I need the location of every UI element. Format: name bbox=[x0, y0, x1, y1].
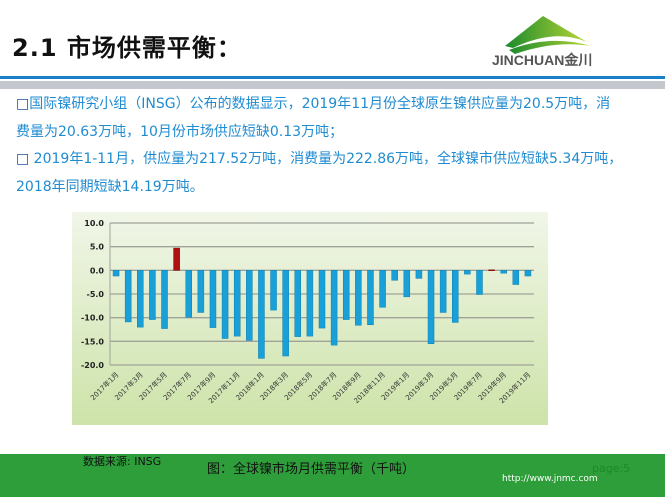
paragraph-1: □国际镍研究小组（INSG）公布的数据显示，2019年11月份全球原生镍供应量为… bbox=[16, 91, 656, 146]
bar-2017年10月 bbox=[221, 270, 229, 339]
bar-2019年11月 bbox=[524, 270, 532, 277]
bar-2019年6月 bbox=[464, 270, 471, 275]
jinchuan-logo-icon bbox=[505, 16, 591, 54]
y-tick-label: -15.0 bbox=[81, 337, 104, 346]
bar-2019年5月 bbox=[452, 270, 459, 323]
bar-2018年9月 bbox=[355, 270, 362, 326]
bar-2018年8月 bbox=[342, 270, 350, 320]
bullet-icon: □ bbox=[16, 96, 30, 112]
bar-2017年5月 bbox=[161, 270, 168, 329]
bar-2019年2月 bbox=[415, 270, 423, 279]
paragraph-line: 国际镍研究小组（INSG）公布的数据显示，2019年11月份全球原生镍供应量为2… bbox=[29, 96, 611, 112]
y-tick-label: 5.0 bbox=[90, 243, 105, 252]
bar-2018年10月 bbox=[367, 270, 374, 326]
website-url[interactable]: http://www.jnmc.com bbox=[502, 474, 598, 484]
paragraph-line: 2019年1-11月，供应量为217.52万吨，消费量为222.86万吨，全球镍… bbox=[29, 151, 623, 167]
logo-text: JINCHUAN金川 bbox=[492, 52, 593, 68]
bar-2017年3月 bbox=[137, 270, 144, 328]
bar-2017年11月 bbox=[233, 270, 241, 337]
page-title: 2.1 市场供需平衡： bbox=[12, 34, 242, 62]
bar-2018年4月 bbox=[294, 270, 302, 337]
bar-2017年9月 bbox=[209, 270, 217, 328]
supply-demand-bar-chart: 10.05.00.0-5.0-10.0-15.0-20.02017年1月2017… bbox=[72, 212, 548, 425]
paragraph-2: □ 2019年1-11月，供应量为217.52万吨，消费量为222.86万吨，全… bbox=[16, 146, 656, 201]
y-tick-label: -10.0 bbox=[81, 314, 104, 323]
bar-2017年4月 bbox=[149, 270, 156, 320]
bar-2019年4月 bbox=[439, 270, 447, 313]
paragraph-line: 费量为20.63万吨，10月份市场供应短缺0.13万吨； bbox=[16, 123, 344, 140]
bar-2018年7月 bbox=[330, 270, 338, 346]
bar-2018年11月 bbox=[379, 270, 386, 308]
bar-2018年1月 bbox=[258, 270, 265, 359]
bar-2017年2月 bbox=[124, 270, 132, 323]
header-rule bbox=[0, 76, 665, 79]
page-number: page:5 bbox=[592, 462, 631, 475]
y-tick-label: -20.0 bbox=[81, 361, 104, 370]
bar-2019年10月 bbox=[512, 270, 520, 285]
y-tick-label: -5.0 bbox=[87, 290, 105, 299]
bar-2018年12月 bbox=[391, 270, 398, 281]
bar-2019年7月 bbox=[476, 270, 483, 295]
bar-2017年6月 bbox=[173, 247, 180, 271]
bar-2019年1月 bbox=[403, 270, 411, 298]
bar-2017年1月 bbox=[112, 270, 120, 277]
bar-2019年9月 bbox=[500, 270, 507, 274]
bar-2018年6月 bbox=[318, 270, 326, 329]
bullet-icon: □ bbox=[16, 151, 30, 167]
y-tick-label: 0.0 bbox=[90, 266, 105, 275]
bar-2018年5月 bbox=[306, 270, 314, 337]
data-source: 数据来源: INSG bbox=[83, 455, 162, 468]
chart-caption: 图：全球镍市场月供需平衡（千吨） bbox=[207, 462, 416, 477]
y-tick-label: 10.0 bbox=[84, 219, 104, 228]
bar-2019年8月 bbox=[488, 269, 495, 271]
footer-band bbox=[0, 454, 665, 497]
header-band bbox=[0, 81, 665, 89]
bar-2019年3月 bbox=[427, 270, 435, 344]
bar-2018年3月 bbox=[282, 270, 289, 357]
bar-2017年8月 bbox=[197, 270, 205, 313]
bar-2018年2月 bbox=[270, 270, 277, 311]
bar-2017年7月 bbox=[185, 270, 192, 318]
bar-2017年12月 bbox=[246, 270, 253, 341]
paragraph-line: 2018年同期短缺14.19万吨。 bbox=[16, 178, 204, 195]
